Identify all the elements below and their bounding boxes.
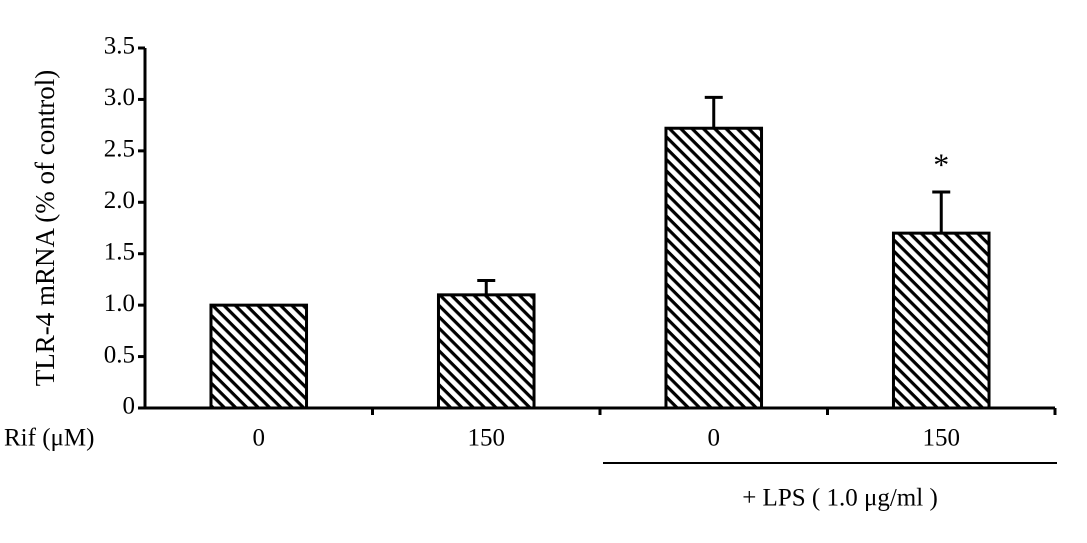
significance-mark: * [933, 146, 949, 182]
y-tick-label: 0 [123, 393, 136, 420]
x-tick-label: 0 [708, 425, 721, 452]
x-tick-label: 150 [923, 425, 961, 452]
x-axis-label: Rif (μM) [4, 425, 94, 452]
bar [436, 293, 536, 410]
y-tick-label: 3.0 [104, 84, 135, 111]
x-tick-label: 0 [253, 425, 266, 452]
bar [209, 303, 309, 410]
group-label: + LPS ( 1.0 μg/ml ) [742, 485, 938, 512]
y-tick-label: 1.0 [104, 290, 135, 317]
x-tick-label: 150 [468, 425, 506, 452]
y-tick-label: 2.0 [104, 187, 135, 214]
y-axis-label: TLR-4 mRNA (% of control) [30, 70, 60, 386]
bar [664, 126, 764, 410]
y-tick-label: 2.5 [104, 136, 135, 163]
bar [891, 231, 991, 410]
y-tick-label: 3.5 [104, 33, 135, 60]
y-tick-label: 1.5 [104, 238, 135, 265]
y-tick-label: 0.5 [104, 341, 135, 368]
